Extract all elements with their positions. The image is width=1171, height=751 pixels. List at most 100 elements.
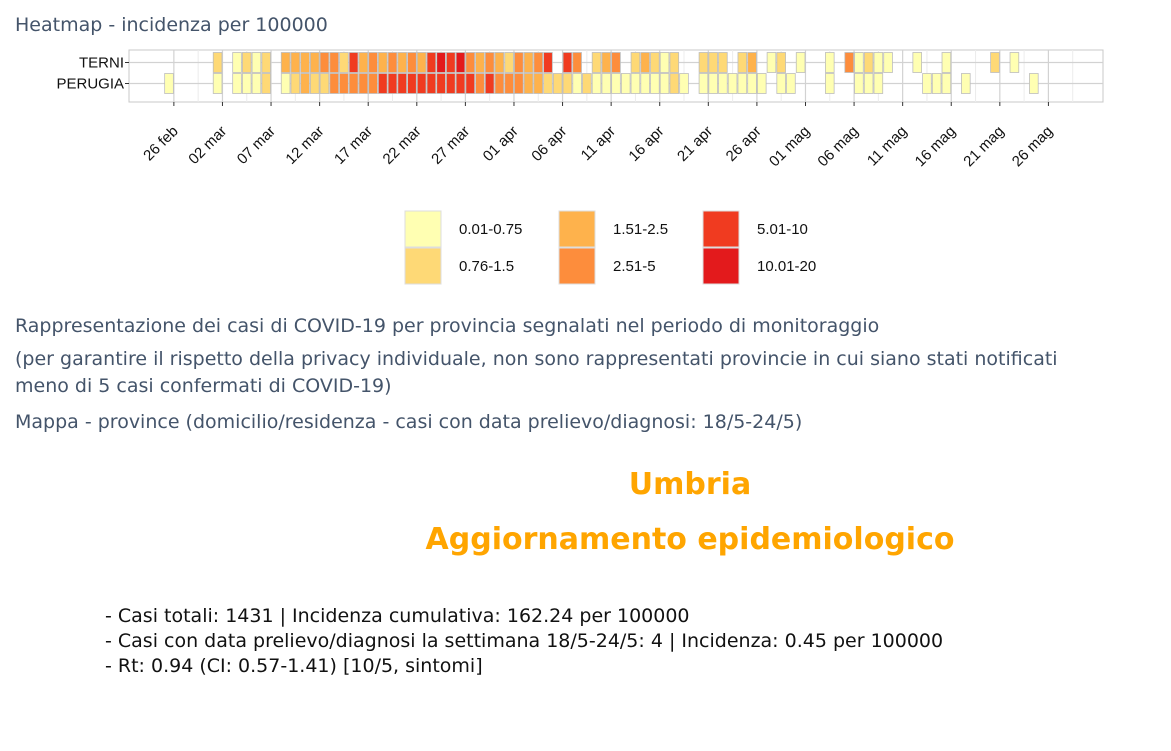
heat-cell-perugia [747, 73, 757, 94]
description-line-4: Mappa - province (domicilio/residenza - … [15, 411, 803, 433]
legend-label: 2.51-5 [613, 258, 656, 275]
heat-cell-perugia [261, 73, 271, 94]
region-title: Umbria [628, 467, 752, 502]
heat-cell-terni [397, 52, 407, 73]
heat-cell-terni [504, 52, 514, 73]
heat-cell-perugia [543, 73, 553, 94]
x-tick-label: 21 mag [960, 123, 1007, 170]
heat-cell-terni [795, 52, 806, 73]
x-tick-label: 01 mag [766, 123, 813, 170]
heat-cell-terni [863, 52, 874, 73]
heat-cell-perugia [348, 73, 359, 94]
heat-cell-terni [475, 52, 485, 73]
x-tick-label: 01 apr [480, 123, 522, 165]
heat-cell-perugia [698, 73, 709, 94]
heat-cell-terni [640, 52, 650, 73]
heat-cell-perugia [679, 73, 689, 94]
heat-cell-perugia [640, 73, 650, 94]
heat-cell-terni [883, 52, 893, 73]
stat-rt: - Rt: 0.94 (CI: 0.57-1.41) [10/5, sintom… [105, 655, 483, 677]
heat-cell-terni [484, 52, 495, 73]
stats-list: - Casi totali: 1431 | Incidenza cumulati… [105, 604, 943, 679]
heat-cell-terni [348, 52, 359, 73]
x-tick-label: 11 mag [864, 123, 911, 170]
heat-cell-perugia [310, 73, 320, 94]
heat-cell-perugia [863, 73, 874, 94]
heat-cell-perugia [290, 73, 301, 94]
x-tick-label: 06 mag [814, 123, 861, 170]
legend-swatch [702, 210, 740, 248]
heat-cell-terni [416, 52, 427, 73]
x-tick-label: 27 mar [428, 123, 473, 168]
heat-cell-terni [300, 52, 310, 73]
legend-swatch [702, 247, 740, 285]
heat-cell-terni [387, 52, 398, 73]
heatmap-y-axis: TERNI PERUGIA [56, 55, 129, 93]
heat-cell-terni [280, 52, 291, 73]
y-tick-label-perugia: PERUGIA [56, 76, 124, 93]
heatmap-title: Heatmap - incidenza per 100000 [15, 14, 328, 36]
heat-cell-perugia [727, 73, 738, 94]
heat-cell-terni [844, 52, 854, 73]
heat-cell-perugia [756, 73, 767, 94]
heat-cell-perugia [669, 73, 680, 94]
heat-cell-perugia [708, 73, 718, 94]
heat-cell-perugia [378, 73, 388, 94]
heat-cell-perugia [300, 73, 310, 94]
heat-cell-perugia [1029, 73, 1039, 94]
heat-cell-perugia [572, 73, 582, 94]
heat-cell-terni [407, 52, 417, 73]
heat-cell-terni [912, 52, 922, 73]
x-tick-label: 12 mar [282, 123, 327, 168]
y-tick-label-terni: TERNI [79, 55, 124, 72]
heat-cell-terni [854, 52, 864, 73]
heat-cell-terni [543, 52, 553, 73]
heat-cell-perugia [650, 73, 660, 94]
legend-label: 10.01-20 [757, 258, 816, 275]
heat-cell-perugia [319, 73, 330, 94]
heat-cell-terni [494, 52, 505, 73]
heat-cell-perugia [504, 73, 514, 94]
heat-cell-perugia [582, 73, 592, 94]
heat-cell-perugia [416, 73, 427, 94]
heat-cell-terni [747, 52, 757, 73]
heat-cell-perugia [368, 73, 378, 94]
heat-cell-terni [446, 52, 456, 73]
heat-cell-terni [514, 52, 524, 73]
heat-cell-perugia [329, 73, 339, 94]
heat-cell-perugia [961, 73, 971, 94]
x-tick-label: 16 mag [912, 123, 959, 170]
heat-cell-perugia [514, 73, 524, 94]
heat-cell-perugia [591, 73, 602, 94]
heat-cell-terni [436, 52, 446, 73]
heat-cell-terni [659, 52, 670, 73]
x-tick-label: 26 mag [1009, 123, 1056, 170]
heat-cell-terni [232, 52, 242, 73]
heat-cell-perugia [232, 73, 242, 94]
heat-cell-perugia [737, 73, 748, 94]
heat-cell-perugia [786, 73, 796, 94]
x-tick-label: 06 apr [528, 123, 570, 165]
heat-cell-terni [669, 52, 680, 73]
heat-cell-perugia [533, 73, 544, 94]
legend-label: 1.51-2.5 [613, 221, 668, 238]
heat-cell-perugia [426, 73, 437, 94]
heat-cell-terni [825, 52, 835, 73]
heat-cell-terni [698, 52, 709, 73]
heat-cell-terni [572, 52, 582, 73]
heat-cell-terni [358, 52, 369, 73]
heat-cell-perugia [620, 73, 631, 94]
x-tick-label: 26 feb [140, 123, 182, 165]
heat-cell-terni [426, 52, 437, 73]
legend-swatch [404, 247, 442, 285]
x-tick-label: 26 apr [723, 123, 765, 165]
heat-cell-terni [766, 52, 777, 73]
description-line-3: meno di 5 casi confermati di COVID-19) [15, 375, 392, 397]
legend-swatch [558, 210, 596, 248]
x-tick-label: 16 apr [625, 123, 667, 165]
heat-cell-perugia [873, 73, 884, 94]
heat-cell-terni [776, 52, 786, 73]
heat-cell-terni [329, 52, 339, 73]
x-tick-label: 07 mar [234, 123, 279, 168]
heat-cell-perugia [931, 73, 942, 94]
